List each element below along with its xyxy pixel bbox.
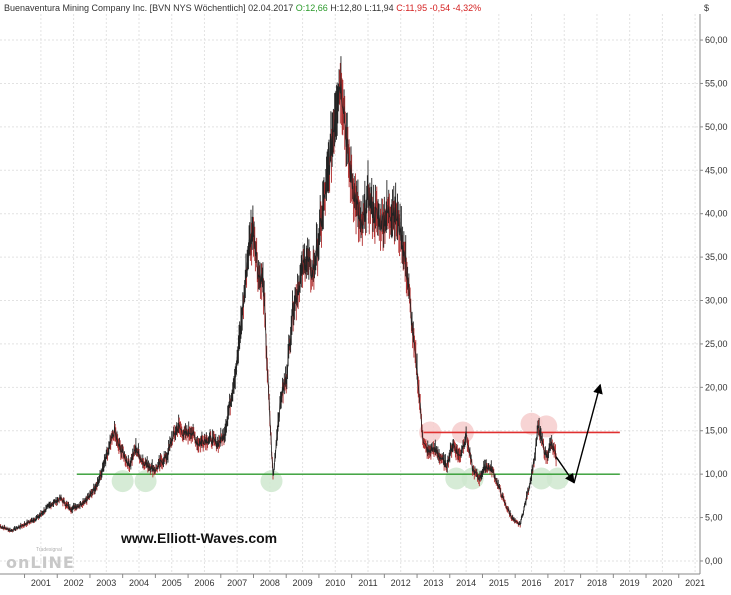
y-tick-label: 15,00 (705, 426, 728, 436)
change-value: -0,54 (429, 3, 451, 13)
tradesignal-logo: Tradesignal onLINE (6, 547, 74, 572)
forecast-arrow (573, 383, 603, 484)
chart-header: Buenaventura Mining Company Inc. [BVN NY… (4, 3, 481, 13)
y-tick-label: 40,00 (705, 209, 728, 219)
y-tick-label: 55,00 (705, 78, 728, 88)
x-tick-label: 2011 (358, 578, 377, 588)
x-tick-label: 2019 (620, 578, 640, 588)
low-value: L:11,94 (364, 3, 394, 13)
x-tick-label: 2006 (194, 578, 214, 588)
x-tick-label: 2013 (423, 578, 443, 588)
x-tick-label: 2014 (456, 578, 476, 588)
x-tick-label: 2004 (129, 578, 149, 588)
y-tick-label: 50,00 (705, 122, 728, 132)
watermark-text: www.Elliott-Waves.com (121, 530, 278, 546)
x-tick-label: 2020 (652, 578, 672, 588)
x-tick-label: 2012 (391, 578, 411, 588)
y-tick-label: 35,00 (705, 252, 728, 262)
open-value: O:12,66 (295, 3, 328, 13)
quote-date: 02.04.2017 (248, 3, 294, 13)
logo-text: onLINE (6, 553, 75, 572)
support-touch-marker (260, 470, 283, 493)
x-tick-label: 2016 (522, 578, 542, 588)
change-percent: -4,32% (452, 3, 482, 13)
x-tick-label: 2010 (325, 578, 345, 588)
x-tick-label: 2008 (260, 578, 280, 588)
support-touch-marker (546, 467, 569, 490)
x-tick-label: 2015 (489, 578, 509, 588)
x-tick-label: 2005 (162, 578, 182, 588)
forecast-arrow (555, 456, 575, 484)
x-tick-label: 2002 (64, 578, 84, 588)
y-tick-label: 20,00 (705, 382, 728, 392)
x-tick-label: 2009 (293, 578, 313, 588)
price-line (0, 77, 557, 532)
instrument-name: Buenaventura Mining Company Inc. (4, 3, 148, 13)
instrument-ticker: [BVN NYS Wöchentlich] (149, 3, 246, 13)
y-tick-label: 10,00 (705, 469, 728, 479)
y-tick-label: 60,00 (705, 35, 728, 45)
support-touch-marker (461, 467, 484, 490)
x-tick-label: 2007 (227, 578, 247, 588)
x-tick-label: 2001 (31, 578, 51, 588)
logo-small-text: Tradesignal (36, 547, 62, 553)
high-value: H:12,80 (330, 3, 362, 13)
y-tick-label: 45,00 (705, 165, 728, 175)
x-tick-label: 2003 (96, 578, 116, 588)
y-axis-unit: $ (704, 3, 710, 13)
support-touch-marker (445, 467, 468, 490)
x-tick-label: 2017 (554, 578, 574, 588)
x-tick-label: 2018 (587, 578, 607, 588)
y-tick-label: 30,00 (705, 296, 728, 306)
y-tick-label: 0,00 (705, 556, 723, 566)
support-touch-marker (530, 467, 553, 490)
y-tick-label: 5,00 (705, 513, 723, 523)
close-value: C:11,95 (396, 3, 428, 13)
support-touch-marker (134, 470, 157, 493)
support-touch-marker (111, 470, 134, 493)
x-tick-label: 2021 (685, 578, 705, 588)
y-tick-label: 25,00 (705, 339, 728, 349)
